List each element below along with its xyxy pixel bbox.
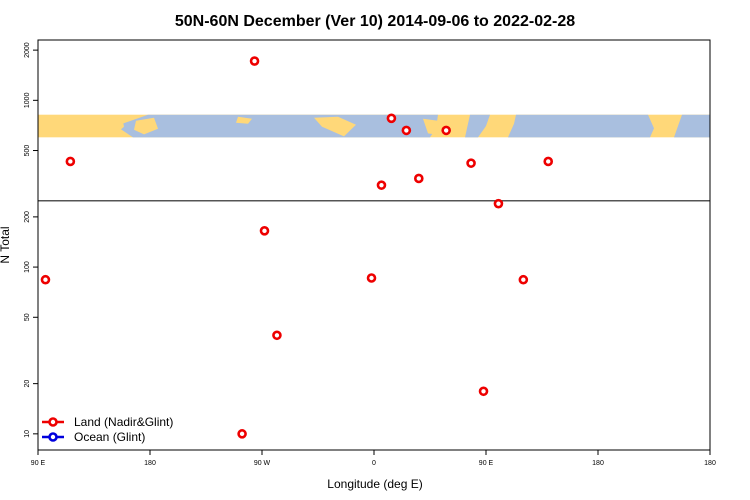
y-tick-label: 100 <box>24 261 31 273</box>
x-tick-label: 90 E <box>31 460 46 467</box>
y-tick-label: 10 <box>24 430 31 438</box>
x-axis-label: Longitude (deg E) <box>327 477 422 491</box>
plot-area: 90 E 180 90 W 0 90 E 180 180 10 20 50 100 200 500 100… <box>24 39 716 467</box>
data-point <box>386 113 397 124</box>
legend-label: Land (Nadir&Glint) <box>74 415 173 429</box>
y-tick-label: 200 <box>24 211 31 223</box>
legend-label: Ocean (Glint) <box>74 430 145 444</box>
y-tick-label: 20 <box>24 380 31 388</box>
legend-marker <box>48 417 58 427</box>
data-point <box>466 158 476 168</box>
x-tick-label: 180 <box>592 460 604 467</box>
data-point <box>441 125 451 136</box>
data-point <box>272 330 282 341</box>
map-ocean-region <box>116 114 438 138</box>
map-land-region <box>134 117 158 135</box>
map-land-region <box>314 116 356 137</box>
data-point <box>366 273 377 283</box>
data-point <box>493 198 504 209</box>
map-ocean-region <box>674 114 710 138</box>
x-tick-label: 0 <box>372 460 376 467</box>
data-point <box>401 125 412 136</box>
map-ocean-region <box>508 114 654 138</box>
data-point <box>40 274 51 285</box>
data-point <box>518 274 529 285</box>
map-land-region <box>108 116 124 136</box>
data-point <box>237 429 247 439</box>
y-tick-label: 1000 <box>24 92 31 108</box>
data-point <box>413 173 424 184</box>
data-point <box>543 156 554 167</box>
legend: Land (Nadir&Glint)Ocean (Glint) <box>42 415 173 444</box>
x-tick-label: 180 <box>144 460 156 467</box>
x-tick-label: 90 W <box>254 460 271 467</box>
y-tick-label: 2000 <box>24 42 31 58</box>
map-land-region <box>236 116 252 124</box>
map-land-region <box>490 116 508 127</box>
x-tick-label: 90 E <box>479 460 494 467</box>
map-land-region <box>423 118 442 136</box>
plot-frame <box>37 39 711 451</box>
chart-title: 50N-60N December (Ver 10) 2014-09-06 to … <box>175 13 575 30</box>
data-point <box>259 226 270 236</box>
legend-marker <box>48 432 58 442</box>
data-point <box>65 156 76 167</box>
data-point <box>478 386 489 397</box>
y-tick-label: 500 <box>24 145 31 157</box>
map-land-region <box>664 117 678 130</box>
y-tick-label: 50 <box>24 313 31 321</box>
y-axis-label: N Total <box>0 226 12 263</box>
world-map-strip <box>38 114 710 138</box>
data-point <box>249 56 260 66</box>
map-ocean-region <box>465 114 490 138</box>
data-point <box>376 180 387 190</box>
x-tick-label: 180 <box>704 460 716 467</box>
